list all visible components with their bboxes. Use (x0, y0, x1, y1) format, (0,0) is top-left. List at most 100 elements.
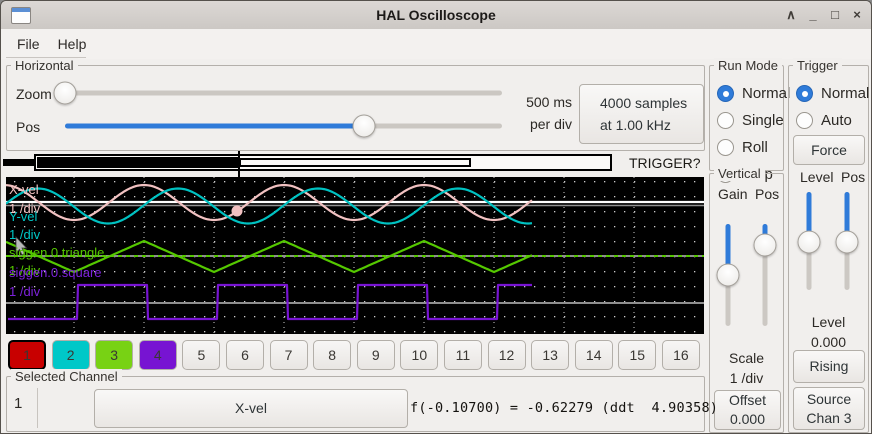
radio-icon[interactable] (717, 139, 734, 156)
channel-button-6[interactable]: 6 (225, 340, 264, 370)
radio-icon[interactable] (717, 85, 734, 102)
selected-channel-group: Selected Channel (6, 369, 705, 432)
trigger-level-readout-label: Level (811, 314, 846, 330)
menu-file[interactable]: File (17, 36, 40, 52)
selected-channel-group-label: Selected Channel (11, 369, 122, 384)
channel-button-5[interactable]: 5 (182, 340, 221, 370)
channel-button-row: 1 2 3 4 5 6 7 8 9 10 11 12 13 14 15 16 (8, 340, 700, 370)
channel-button-3[interactable]: 3 (95, 340, 134, 370)
trigger-pos-fill (844, 192, 850, 242)
window-controls: ∧ _ □ × (783, 1, 865, 29)
sample-marker[interactable] (231, 205, 243, 217)
trigger-option-normal[interactable]: Normal (796, 82, 870, 105)
shade-button-icon[interactable]: ∧ (786, 7, 796, 22)
menu-help[interactable]: Help (57, 36, 87, 52)
channel-button-10[interactable]: 10 (400, 340, 439, 370)
vertical-pos-label: Pos (755, 186, 780, 202)
scale-label: Scale (728, 350, 765, 366)
trigger-level-readout-value: 0.000 (810, 334, 847, 350)
trigger-pos-thumb[interactable] (835, 230, 859, 254)
run-mode-group-label: Run Mode (714, 58, 782, 73)
trace-Y-vel (5, 187, 533, 225)
scope-label: 1 /div (9, 284, 41, 299)
edge-button[interactable]: Rising (793, 350, 865, 383)
scope-label: 1 /div (9, 263, 41, 278)
channel-button-1[interactable]: 1 (8, 340, 46, 370)
offset-button[interactable]: Offset 0.000 (714, 390, 781, 430)
titlebar: HAL Oscilloscope ∧ _ □ × (1, 1, 871, 30)
channel-button-7[interactable]: 7 (269, 340, 308, 370)
channel-button-12[interactable]: 12 (487, 340, 526, 370)
zoom-slider-thumb[interactable] (53, 81, 77, 105)
selected-channel-divider (37, 388, 38, 428)
scope-label: X-vel (9, 182, 39, 197)
zoom-slider[interactable] (53, 81, 502, 105)
trigger-bar-marker[interactable] (238, 151, 240, 179)
scope-label: siggen.0.square (9, 265, 102, 280)
scope-label: Y-vel (9, 209, 38, 224)
trigger-group: Trigger Normal Auto Force Level Pos Level… (788, 58, 870, 433)
gain-slider-fill (725, 224, 731, 275)
channel-button-9[interactable]: 9 (356, 340, 395, 370)
channel-button-2[interactable]: 2 (51, 340, 90, 370)
trigger-level-thumb[interactable] (797, 230, 821, 254)
maximize-button-icon[interactable]: □ (831, 7, 839, 22)
scope-label: 1 /div (9, 227, 41, 242)
channel-button-16[interactable]: 16 (661, 340, 700, 370)
trigger-level-label: Level (800, 169, 834, 185)
radio-icon[interactable] (717, 112, 734, 129)
vertical-pos-slider[interactable] (753, 224, 777, 326)
gain-slider[interactable] (716, 224, 740, 326)
channel-name-button[interactable]: X-vel (94, 389, 408, 428)
scope-display[interactable]: X-vel 1 /div Y-vel 1 /div siggen.0.triangle 1… (5, 177, 704, 334)
close-button-icon[interactable]: × (853, 7, 861, 22)
samples-line2: at 1.00 kHz (600, 117, 671, 133)
run-mode-option-roll[interactable]: Roll (717, 136, 783, 159)
trigger-bar-stub (3, 159, 34, 166)
channel-button-8[interactable]: 8 (313, 340, 352, 370)
trigger-level-slider[interactable] (797, 192, 821, 290)
minimize-button-icon[interactable]: _ (809, 7, 817, 22)
channel-button-11[interactable]: 11 (443, 340, 482, 370)
source-button[interactable]: Source Chan 3 (793, 387, 865, 430)
trigger-level-readout: Level 0.000 (789, 312, 868, 352)
timebase-unit: per div (529, 116, 572, 132)
horizontal-pos-thumb[interactable] (352, 114, 376, 138)
channel-button-15[interactable]: 15 (618, 340, 657, 370)
run-mode-option-label: Normal (742, 85, 791, 102)
gain-slider-thumb[interactable] (716, 263, 740, 287)
scope-canvas[interactable] (5, 177, 704, 334)
run-mode-option-single[interactable]: Single (717, 109, 784, 132)
scale-readout: Scale 1 /div (710, 348, 783, 388)
trace-siggen.0.square (7, 283, 533, 321)
trigger-question-label: TRIGGER? (629, 155, 701, 171)
channel-button-14[interactable]: 14 (574, 340, 613, 370)
vertical-pos-thumb[interactable] (753, 233, 777, 257)
scope-label: 1 /div (9, 201, 41, 216)
window-title: HAL Oscilloscope (376, 7, 496, 23)
zoom-slider-track[interactable] (57, 90, 502, 96)
channel-button-13[interactable]: 13 (531, 340, 570, 370)
trigger-option-label: Normal (821, 85, 870, 102)
selected-channel-number: 1 (14, 395, 23, 412)
timebase-value: 500 ms (526, 94, 572, 110)
trigger-level-fill (806, 192, 812, 242)
trigger-options: Normal Auto (789, 66, 870, 132)
vertical-group: Vertical Gain Pos Scale 1 /div Offset 0.… (709, 166, 784, 433)
vertical-pos-track[interactable] (762, 224, 768, 326)
trigger-option-label: Auto (821, 112, 852, 129)
zoom-slider-label: Zoom (16, 86, 52, 102)
run-mode-option-normal[interactable]: Normal (717, 82, 790, 105)
radio-icon[interactable] (796, 112, 813, 129)
samples-button[interactable]: 4000 samples at 1.00 kHz (579, 84, 704, 144)
trigger-pos-slider[interactable] (835, 192, 859, 290)
trigger-bar-window (239, 158, 471, 167)
channel-button-4[interactable]: 4 (138, 340, 177, 370)
scope-label: siggen.0.triangle (9, 245, 105, 260)
radio-icon[interactable] (796, 85, 813, 102)
force-button[interactable]: Force (793, 135, 865, 165)
horizontal-pos-slider[interactable] (65, 114, 502, 138)
offset-label: Offset (728, 392, 767, 408)
trigger-option-auto[interactable]: Auto (796, 109, 868, 132)
